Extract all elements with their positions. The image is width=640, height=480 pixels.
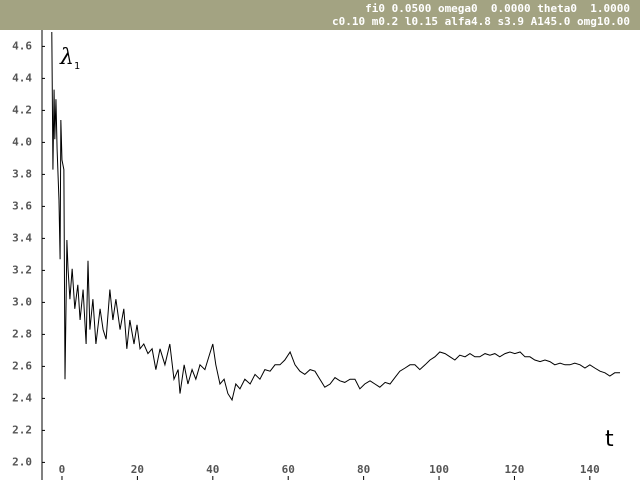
y-tick-label: 3.6	[12, 199, 32, 212]
y-tick-label: 2.0	[12, 455, 32, 468]
x-tick-label: 80	[357, 463, 370, 476]
data-line	[51, 31, 621, 402]
y-tick-label: 2.6	[12, 359, 32, 372]
y-tick-label: 3.8	[12, 167, 32, 180]
x-tick-label: 40	[206, 463, 219, 476]
y-tick-label: 2.8	[12, 327, 32, 340]
header-params: c0.10 m0.2 l0.15 alfa4.8 s3.9 A145.0 omg…	[332, 15, 630, 28]
y-label: λ	[59, 45, 74, 70]
x-tick-label: 100	[429, 463, 449, 476]
x-label: t	[605, 427, 614, 452]
y-tick-label: 2.2	[12, 423, 32, 436]
y-label-subscript: 1	[74, 61, 80, 72]
y-tick-label: 3.0	[12, 295, 32, 308]
x-tick-label: 140	[580, 463, 600, 476]
y-tick-label: 4.2	[12, 103, 32, 116]
x-tick-label: 60	[282, 463, 295, 476]
y-tick-label: 4.4	[12, 71, 32, 84]
y-tick-label: 3.4	[12, 231, 32, 244]
header-params: fi0 0.0500 omega0 0.0000 theta0 1.0000	[365, 2, 630, 15]
y-tick-label: 4.0	[12, 135, 32, 148]
y-tick-label: 3.2	[12, 263, 32, 276]
header-bar	[0, 0, 640, 30]
x-tick-label: 0	[59, 463, 66, 476]
y-tick-label: 2.4	[12, 391, 32, 404]
x-tick-label: 120	[505, 463, 525, 476]
y-tick-label: 4.6	[12, 39, 32, 52]
x-tick-label: 20	[131, 463, 144, 476]
